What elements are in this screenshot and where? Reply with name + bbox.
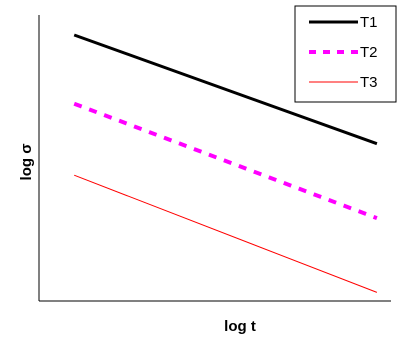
legend-label-t3: T3 — [360, 74, 378, 91]
y-axis-label: log σ — [18, 144, 35, 181]
legend-label-t2: T2 — [360, 44, 378, 61]
series-line-t2 — [73, 101, 378, 220]
legend: T1 T2 T3 — [294, 5, 397, 103]
legend-items: T1 T2 T3 — [309, 14, 378, 91]
series-line-t1 — [73, 33, 378, 146]
x-axis-label: log t — [224, 318, 256, 335]
series-group — [73, 33, 378, 293]
series-line-t3 — [74, 174, 378, 293]
legend-label-t1: T1 — [360, 14, 378, 31]
